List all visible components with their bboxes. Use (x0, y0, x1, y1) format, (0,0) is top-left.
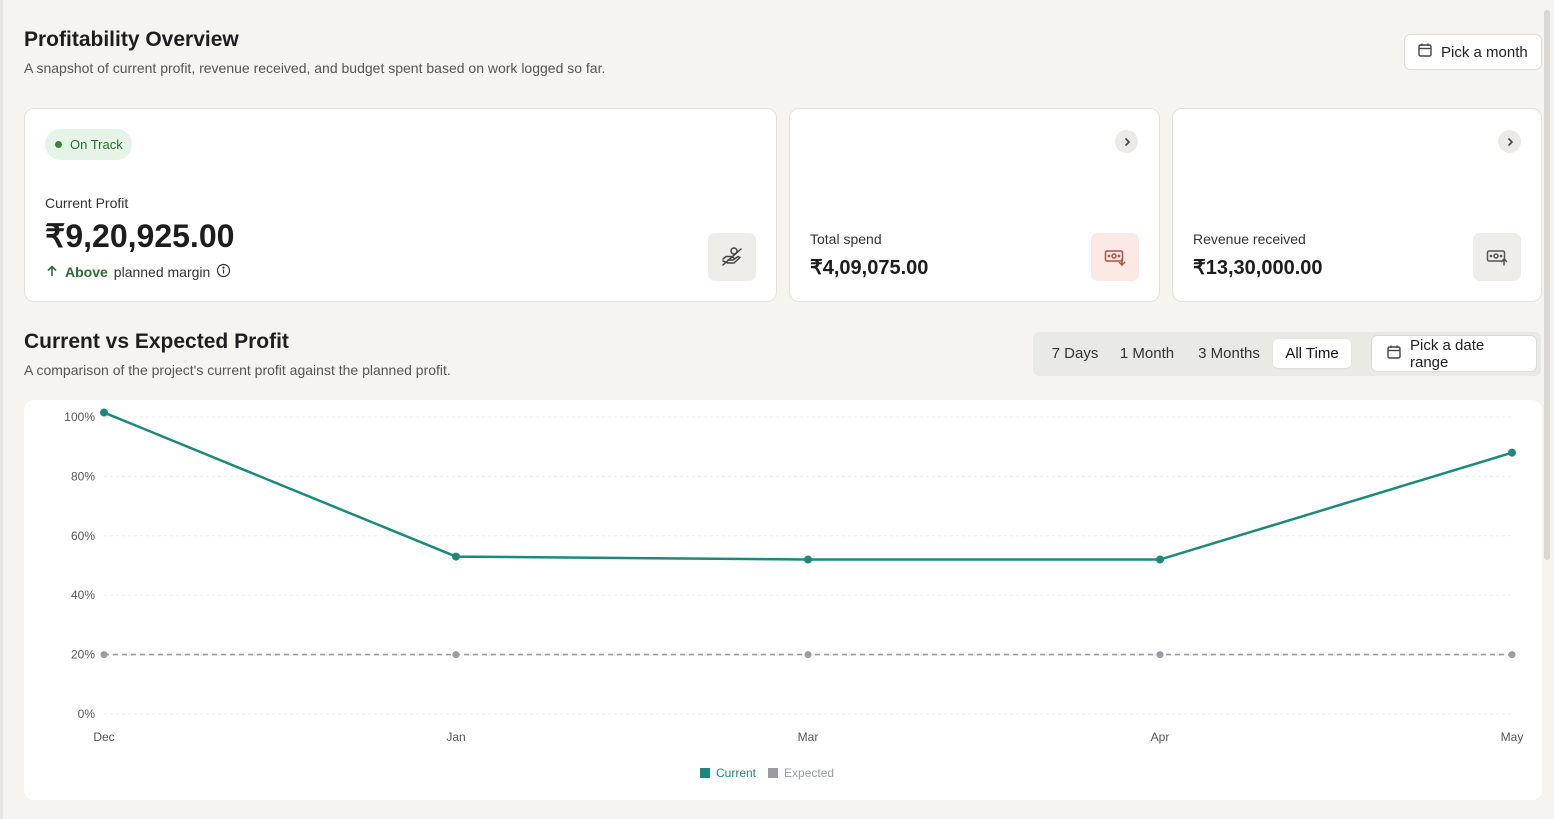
arrow-up-icon (45, 264, 59, 281)
margin-status: Above planned margin (45, 263, 231, 281)
spend-details-chevron-icon[interactable] (1115, 130, 1138, 153)
total-spend-card: Total spend ₹4,09,075.00 (789, 108, 1160, 302)
page-scrollbar[interactable] (1544, 10, 1550, 560)
page-subtitle: A snapshot of current profit, revenue re… (24, 60, 606, 76)
margin-rest-text: planned margin (113, 264, 211, 280)
status-badge: On Track (45, 129, 132, 160)
data-point-expected (1156, 651, 1164, 659)
y-tick-label: 60% (71, 529, 95, 543)
info-icon[interactable] (216, 263, 231, 281)
legend-current-swatch (700, 768, 710, 778)
data-point-expected (1508, 651, 1516, 659)
y-tick-label: 40% (71, 588, 95, 602)
revenue-received-value: ₹13,30,000.00 (1193, 257, 1323, 279)
revenue-received-label: Revenue received (1193, 231, 1306, 247)
page-title: Profitability Overview (24, 28, 239, 51)
current-profit-value: ₹9,20,925.00 (45, 218, 235, 254)
data-point-expected (452, 651, 460, 659)
range-tab-all-time[interactable]: All Time (1273, 339, 1351, 368)
range-tab-7-days[interactable]: 7 Days (1051, 345, 1099, 362)
data-point-current (100, 408, 108, 417)
hand-coins-icon (708, 233, 756, 281)
range-tab-3-months[interactable]: 3 Months (1198, 345, 1260, 362)
money-down-icon (1091, 233, 1139, 281)
legend-expected-swatch (768, 768, 779, 778)
pick-date-range-button[interactable]: Pick a date range (1371, 335, 1537, 372)
data-point-current (452, 552, 460, 561)
chart-legend: Current Expected (700, 766, 834, 780)
y-tick-label: 80% (71, 469, 95, 483)
calendar-icon (1417, 42, 1433, 62)
y-tick-label: 100% (64, 410, 95, 424)
current-profit-card: On Track Current Profit ₹9,20,925.00 Abo… (24, 108, 777, 302)
data-point-current (1156, 555, 1164, 564)
range-tab-1-month[interactable]: 1 Month (1119, 345, 1175, 362)
x-tick-label: Mar (798, 730, 819, 744)
total-spend-label: Total spend (810, 231, 882, 247)
legend-expected-label[interactable]: Expected (784, 766, 835, 780)
data-point-current (804, 555, 812, 564)
status-badge-label: On Track (70, 137, 123, 152)
profit-line-chart: 100% 80% 60% 40% 20% 0% Dec Jan Mar Apr May (64, 408, 1524, 744)
pick-month-label: Pick a month (1441, 43, 1528, 61)
left-edge-divider (0, 0, 3, 819)
pick-month-button[interactable]: Pick a month (1404, 34, 1542, 70)
legend-current-label[interactable]: Current (716, 766, 757, 780)
x-tick-label: Dec (93, 730, 114, 744)
series-line-current (103, 411, 1513, 561)
data-point-expected (804, 651, 812, 659)
total-spend-value: ₹4,09,075.00 (810, 257, 929, 279)
x-tick-label: Jan (446, 730, 465, 744)
money-up-icon (1473, 233, 1521, 281)
calendar-icon (1386, 344, 1402, 364)
current-profit-label: Current Profit (45, 195, 129, 211)
pick-date-range-label: Pick a date range (1410, 336, 1485, 371)
data-point-current (1508, 448, 1516, 457)
chart-section-subtitle: A comparison of the project's current pr… (24, 362, 451, 378)
x-tick-label: May (1501, 730, 1524, 744)
data-point-expected (100, 651, 108, 659)
y-tick-label: 0% (78, 707, 96, 721)
status-dot-icon (55, 141, 62, 148)
margin-above-text: Above (65, 264, 108, 280)
profit-chart: 100% 80% 60% 40% 20% 0% Dec Jan Mar Apr May Curren… (24, 400, 1542, 800)
revenue-received-card: Revenue received ₹13,30,000.00 (1172, 108, 1542, 302)
revenue-details-chevron-icon[interactable] (1498, 130, 1521, 153)
x-tick-label: Apr (1151, 730, 1170, 744)
chart-section-title: Current vs Expected Profit (24, 330, 289, 353)
y-tick-label: 20% (71, 648, 95, 662)
